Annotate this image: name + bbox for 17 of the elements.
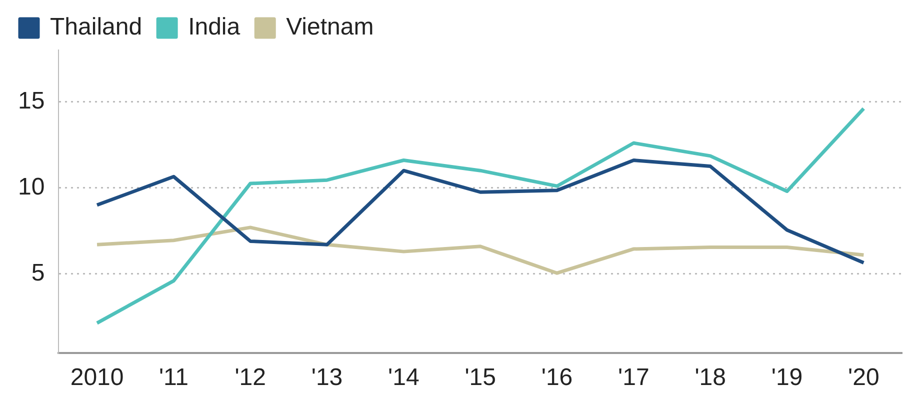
x-tick-label: '20 — [848, 364, 880, 392]
x-tick-label: '11 — [158, 364, 188, 392]
legend-label: Thailand — [50, 14, 142, 41]
y-tick-label: 15 — [18, 87, 45, 114]
x-tick-label: '15 — [464, 364, 496, 392]
x-tick-label: '18 — [694, 364, 726, 392]
legend-label: Vietnam — [286, 14, 374, 41]
x-tick-label: '14 — [388, 364, 420, 392]
x-tick-label: '13 — [311, 364, 343, 392]
y-tick-label: 5 — [31, 260, 45, 287]
y-tick-label: 10 — [18, 173, 45, 200]
legend-label: India — [188, 14, 241, 41]
x-tick-label: '19 — [771, 364, 803, 392]
x-tick-label: 2010 — [70, 364, 124, 392]
x-tick-label: '12 — [234, 364, 266, 392]
x-tick-label: '16 — [541, 364, 573, 392]
x-tick-label: '17 — [618, 364, 650, 392]
